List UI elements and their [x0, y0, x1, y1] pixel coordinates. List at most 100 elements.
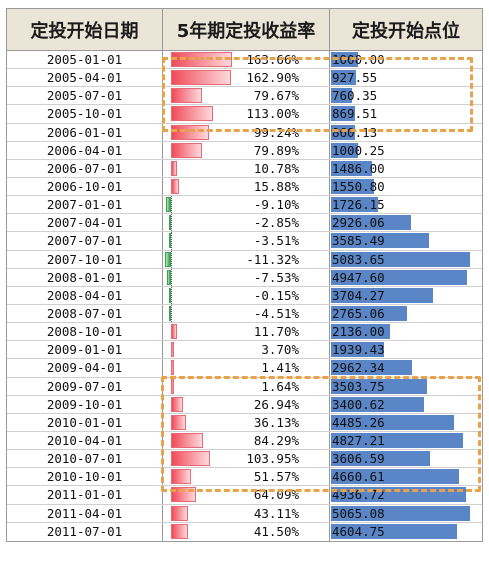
cell-start-date[interactable]: 2009-07-01 — [7, 377, 163, 395]
table-row: 2010-04-01 84.29% 4827.21 — [7, 431, 482, 451]
cell-start-point[interactable]: 3606.59 — [330, 450, 482, 467]
cell-return-rate[interactable]: 10.78% — [163, 159, 330, 177]
cell-return-rate[interactable]: 162.90% — [163, 69, 330, 87]
data-table: 定投开始日期 5年期定投收益率 定投开始点位 2005-01-01 163.66%… — [6, 8, 483, 542]
cell-return-rate[interactable]: -4.51% — [163, 304, 330, 323]
return-rate-bar — [171, 432, 204, 448]
cell-start-point[interactable]: 1000.00 — [330, 51, 482, 68]
cell-start-point[interactable]: 1550.80 — [330, 178, 482, 195]
start-point-value: 4485.26 — [332, 414, 385, 430]
cell-return-rate[interactable]: 84.29% — [163, 431, 330, 450]
cell-return-rate[interactable]: -0.15% — [163, 286, 330, 304]
cell-return-rate[interactable]: 41.50% — [163, 522, 330, 541]
cell-start-point[interactable]: 3585.49 — [330, 232, 482, 249]
return-rate-value: 79.67% — [253, 88, 299, 104]
cell-start-date[interactable]: 2008-10-01 — [7, 323, 163, 341]
cell-start-date[interactable]: 2008-01-01 — [7, 268, 163, 286]
cell-start-date[interactable]: 2006-04-01 — [7, 141, 163, 159]
cell-start-date[interactable]: 2010-10-01 — [7, 468, 163, 486]
cell-return-rate[interactable]: 51.57% — [163, 468, 330, 486]
cell-start-point[interactable]: 927.55 — [330, 69, 482, 86]
cell-start-point[interactable]: 4485.26 — [330, 414, 482, 431]
cell-start-date[interactable]: 2008-04-01 — [7, 286, 163, 304]
cell-return-rate[interactable]: 1.64% — [163, 377, 330, 395]
cell-return-rate[interactable]: 79.89% — [163, 141, 330, 159]
cell-start-point[interactable]: 869.51 — [330, 105, 482, 122]
cell-return-rate[interactable]: -9.10% — [163, 196, 330, 214]
cell-start-point[interactable]: 1000.25 — [330, 142, 482, 159]
start-point-value: 1726.15 — [332, 197, 385, 213]
cell-return-rate[interactable]: -2.85% — [163, 214, 330, 232]
cell-start-point[interactable]: 760.35 — [330, 87, 482, 104]
header-start-point[interactable]: 定投开始点位 — [352, 20, 460, 42]
cell-start-date[interactable]: 2005-07-01 — [7, 87, 163, 105]
cell-start-point[interactable]: 5083.65 — [330, 251, 482, 268]
cell-start-point[interactable]: 2136.00 — [330, 323, 482, 340]
table-header: 定投开始日期 5年期定投收益率 定投开始点位 — [7, 9, 482, 51]
cell-start-date[interactable]: 2009-01-01 — [7, 341, 163, 359]
header-return-rate[interactable]: 5年期定投收益率 — [163, 9, 330, 50]
cell-start-date[interactable]: 2005-10-01 — [7, 105, 163, 123]
start-point-value: 4604.75 — [332, 523, 385, 539]
cell-return-rate[interactable]: 11.70% — [163, 323, 330, 341]
cell-start-date[interactable]: 2011-01-01 — [7, 486, 163, 504]
start-point-bar — [331, 269, 467, 285]
cell-start-point[interactable]: 4936.72 — [330, 486, 482, 503]
cell-start-date[interactable]: 2009-04-01 — [7, 359, 163, 377]
header-start-date[interactable]: 定投开始日期 — [7, 9, 163, 50]
cell-return-rate[interactable]: -11.32% — [163, 250, 330, 268]
cell-start-date[interactable]: 2008-07-01 — [7, 304, 163, 323]
cell-start-point[interactable]: 1939.43 — [330, 341, 482, 358]
cell-start-date[interactable]: 2011-07-01 — [7, 522, 163, 541]
return-rate-bar — [171, 124, 209, 140]
cell-return-rate[interactable]: 36.13% — [163, 413, 330, 431]
cell-return-rate[interactable]: 1.41% — [163, 359, 330, 377]
cell-return-rate[interactable]: 79.67% — [163, 87, 330, 105]
return-rate-value: 36.13% — [253, 414, 299, 430]
table-row: 2009-01-01 3.70% 1939.43 — [7, 341, 482, 360]
cell-start-date[interactable]: 2005-04-01 — [7, 69, 163, 87]
table-body: 2005-01-01 163.66% 1000.00 2005-04-01 162.90… — [7, 51, 482, 541]
cell-start-date[interactable]: 2005-01-01 — [7, 51, 163, 69]
cell-return-rate[interactable]: 26.94% — [163, 395, 330, 413]
cell-start-point[interactable]: 4660.61 — [330, 468, 482, 485]
cell-start-date[interactable]: 2007-01-01 — [7, 196, 163, 214]
cell-start-date[interactable]: 2007-04-01 — [7, 214, 163, 232]
cell-start-point[interactable]: 1726.15 — [330, 196, 482, 213]
start-point-bar — [331, 142, 358, 158]
cell-return-rate[interactable]: 64.09% — [163, 486, 330, 504]
cell-start-date[interactable]: 2007-10-01 — [7, 250, 163, 268]
cell-return-rate[interactable]: -7.53% — [163, 268, 330, 286]
cell-return-rate[interactable]: 3.70% — [163, 341, 330, 359]
cell-start-date[interactable]: 2007-07-01 — [7, 232, 163, 250]
cell-start-date[interactable]: 2011-04-01 — [7, 504, 163, 522]
cell-start-date[interactable]: 2010-01-01 — [7, 413, 163, 431]
cell-start-date[interactable]: 2010-04-01 — [7, 431, 163, 450]
cell-start-date[interactable]: 2006-01-01 — [7, 123, 163, 141]
cell-return-rate[interactable]: 163.66% — [163, 51, 330, 69]
cell-start-point[interactable]: 4947.60 — [330, 269, 482, 286]
cell-start-point[interactable]: 2962.34 — [330, 359, 482, 376]
cell-start-point[interactable]: 2765.06 — [330, 305, 482, 322]
cell-start-date[interactable]: 2009-10-01 — [7, 395, 163, 413]
cell-start-point[interactable]: 3503.75 — [330, 378, 482, 395]
cell-start-date[interactable]: 2006-07-01 — [7, 159, 163, 177]
cell-return-rate[interactable]: 99.24% — [163, 123, 330, 141]
cell-return-rate[interactable]: 103.95% — [163, 450, 330, 468]
cell-start-date[interactable]: 2010-07-01 — [7, 450, 163, 468]
cell-start-point[interactable]: 1486.00 — [330, 160, 482, 177]
cell-return-rate[interactable]: 15.88% — [163, 177, 330, 196]
cell-return-rate[interactable]: 43.11% — [163, 504, 330, 522]
cell-start-point[interactable]: 4604.75 — [330, 523, 482, 541]
cell-start-date[interactable]: 2006-10-01 — [7, 177, 163, 196]
table-row: 2005-04-01 162.90% 927.55 — [7, 69, 482, 88]
cell-return-rate[interactable]: -3.51% — [163, 232, 330, 250]
cell-return-rate[interactable]: 113.00% — [163, 105, 330, 123]
cell-start-point[interactable]: 5065.08 — [330, 505, 482, 522]
cell-start-point[interactable]: 860.13 — [330, 124, 482, 141]
cell-start-point[interactable]: 2926.06 — [330, 214, 482, 231]
cell-start-point[interactable]: 3704.27 — [330, 287, 482, 304]
start-point-bar — [331, 451, 430, 467]
cell-start-point[interactable]: 3400.62 — [330, 396, 482, 413]
cell-start-point[interactable]: 4827.21 — [330, 432, 482, 449]
